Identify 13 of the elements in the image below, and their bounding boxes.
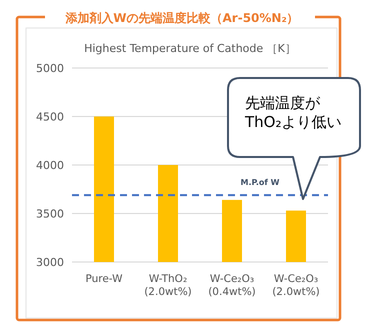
y-tick-label: 3000 [36, 256, 64, 269]
chart-title: 添加剤入Wの先端温度比較（Ar-50%N₂） [64, 11, 299, 25]
chart-subtitle: Highest Temperature of Cathode ［K］ [84, 42, 296, 55]
x-tick-label: W-Ce₂O₃ (2.0wt%) [272, 273, 320, 298]
x-tick-label: W-ThO₂ (2.0wt%) [144, 273, 192, 298]
annotation: 先端温度が ThO₂より低い [244, 94, 342, 131]
y-tick-label: 4500 [36, 110, 64, 124]
y-tick-label: 3500 [36, 208, 64, 220]
x-tick-label: Pure-W [85, 273, 124, 285]
x-tick-label: W-Ce₂O₃ (0.4wt%) [208, 273, 256, 298]
ref-line-label: M.P.of W [240, 178, 280, 188]
y-tick-label: 5000 [36, 62, 64, 75]
y-tick-label: 4000 [36, 159, 64, 172]
